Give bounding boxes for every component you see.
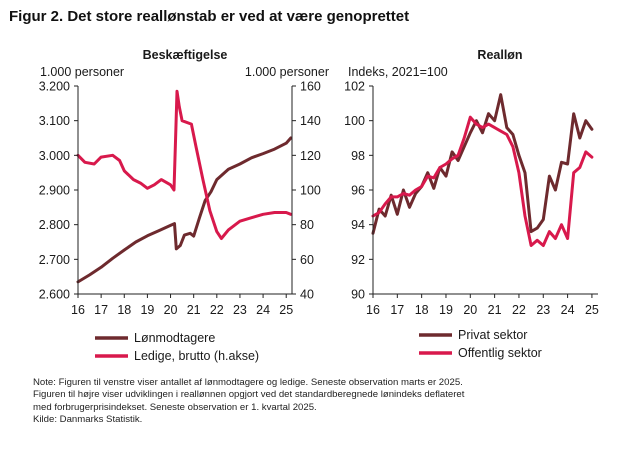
- x-tick-label: 22: [210, 303, 224, 317]
- y-tick-label: 2.800: [39, 218, 70, 232]
- legend-label-offentlig: Offentlig sektor: [458, 346, 542, 360]
- y-right-tick-label: 100: [300, 184, 321, 198]
- employment-chart-title: Beskæftigelse: [143, 48, 228, 62]
- x-tick-label: 23: [536, 303, 550, 317]
- note-line: Figuren til højre viser udviklingen i re…: [33, 389, 465, 401]
- y-right-tick-label: 140: [300, 114, 321, 128]
- employment-left-axis-label: 1.000 personer: [40, 65, 124, 79]
- y-right-tick-label: 80: [300, 218, 314, 232]
- x-tick-label: 17: [94, 303, 108, 317]
- y-tick-label: 3.200: [39, 80, 70, 94]
- legend-label-loenmodtagere: Lønmodtagere: [134, 331, 215, 345]
- x-tick-label: 20: [463, 303, 477, 317]
- x-tick-label: 21: [488, 303, 502, 317]
- x-tick-label: 24: [561, 303, 575, 317]
- x-tick-label: 16: [366, 303, 380, 317]
- y-tick-label: 3.100: [39, 114, 70, 128]
- y-tick-label: 100: [344, 114, 365, 128]
- source-line: Kilde: Danmarks Statistik.: [33, 414, 143, 426]
- figure-title: Figur 2. Det store reallønstab er ved at…: [9, 8, 410, 25]
- x-tick-label: 17: [390, 303, 404, 317]
- real-wage-axis-label: Indeks, 2021=100: [348, 65, 448, 79]
- x-tick-label: 20: [164, 303, 178, 317]
- x-tick-label: 19: [439, 303, 453, 317]
- note-line: med forbrugerprisindekset. Seneste obser…: [33, 401, 317, 413]
- employment-right-axis-label: 1.000 personer: [245, 65, 329, 79]
- x-tick-label: 24: [256, 303, 270, 317]
- y-right-tick-label: 40: [300, 288, 314, 302]
- y-tick-label: 3.000: [39, 149, 70, 163]
- real-wage-chart-title: Realløn: [477, 48, 522, 62]
- series-line-loenmodtagere: [76, 136, 293, 284]
- y-tick-label: 96: [351, 184, 365, 198]
- x-tick-label: 22: [512, 303, 526, 317]
- x-tick-label: 21: [187, 303, 201, 317]
- x-tick-label: 18: [415, 303, 429, 317]
- note-line: Note: Figuren til venstre viser antallet…: [33, 377, 463, 388]
- x-tick-label: 19: [140, 303, 154, 317]
- x-tick-label: 25: [585, 303, 599, 317]
- employment-legend: Lønmodtagere Ledige, brutto (h.akse): [95, 331, 259, 363]
- legend-label-privat: Privat sektor: [458, 328, 527, 342]
- real-wage-chart: Realløn Indeks, 2021=100 16 17 18 19 20 21 22 2…: [344, 48, 599, 317]
- x-tick-label: 23: [233, 303, 247, 317]
- y-right-tick-label: 60: [300, 253, 314, 267]
- y-tick-label: 102: [344, 80, 365, 94]
- series-line-ledige: [76, 89, 293, 240]
- employment-chart: Beskæftigelse 1.000 personer 1.000 perso…: [39, 48, 329, 317]
- series-line-privat: [371, 93, 594, 235]
- y-tick-label: 94: [351, 218, 365, 232]
- real-wage-legend: Privat sektor Offentlig sektor: [419, 328, 542, 360]
- y-tick-label: 90: [351, 288, 365, 302]
- y-tick-label: 2.700: [39, 253, 70, 267]
- y-right-tick-label: 120: [300, 149, 321, 163]
- y-tick-label: 2.600: [39, 288, 70, 302]
- series-line-offentlig: [371, 115, 594, 247]
- y-tick-label: 92: [351, 253, 365, 267]
- y-tick-label: 98: [351, 149, 365, 163]
- figure-notes: Note: Figuren til venstre viser antallet…: [33, 377, 623, 427]
- x-tick-label: 16: [71, 303, 85, 317]
- y-tick-label: 2.900: [39, 184, 70, 198]
- legend-label-ledige: Ledige, brutto (h.akse): [134, 349, 259, 363]
- x-tick-label: 18: [117, 303, 131, 317]
- y-right-tick-label: 160: [300, 80, 321, 94]
- x-tick-label: 25: [279, 303, 293, 317]
